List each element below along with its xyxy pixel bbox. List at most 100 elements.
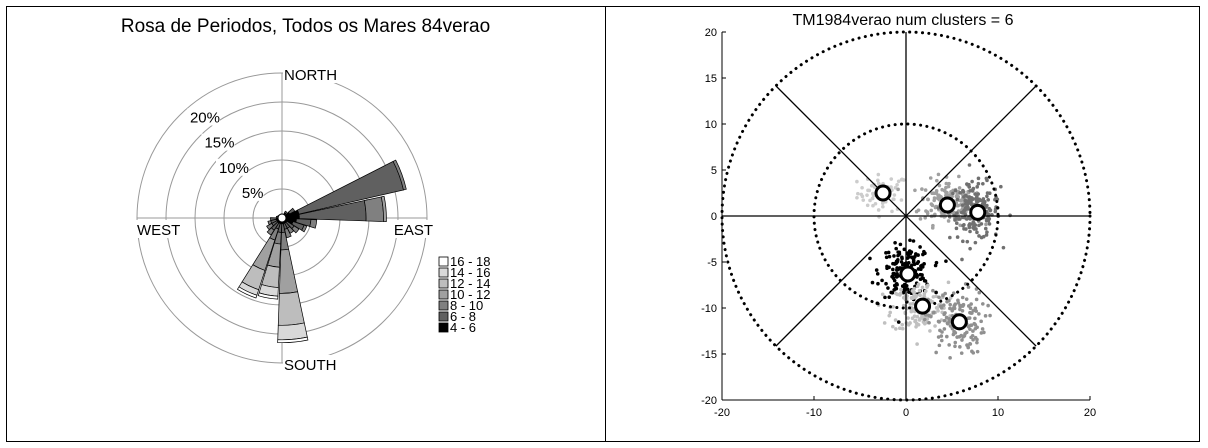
scatter-point	[937, 183, 942, 188]
legend-label: 6 - 8	[450, 309, 476, 324]
scatter-point	[922, 317, 927, 322]
scatter-point	[923, 188, 928, 192]
legend-label: 10 - 12	[450, 287, 490, 302]
scatter-point	[961, 209, 966, 214]
scatter-point	[971, 308, 976, 313]
north-label-bg	[283, 65, 345, 83]
scatter-point	[953, 218, 957, 222]
scatter-point	[880, 292, 885, 297]
scatter-point	[935, 196, 940, 201]
x-tick-label: 20	[1084, 407, 1096, 419]
west-label: WEST	[137, 222, 180, 239]
scatter-point	[901, 290, 906, 295]
scatter-point	[874, 268, 879, 272]
scatter-point	[889, 290, 893, 295]
scatter-point	[938, 328, 942, 333]
scatter-point	[891, 324, 895, 329]
scatter-point	[963, 331, 967, 336]
rose-wedge	[284, 227, 292, 239]
scatter-point	[896, 253, 900, 258]
scatter-point	[897, 250, 902, 255]
scatter-point	[981, 302, 985, 306]
scatter-point	[968, 310, 972, 315]
scatter-point	[897, 326, 902, 331]
scatter-point	[960, 257, 964, 262]
scatter-point	[899, 287, 903, 292]
scatter-point	[939, 338, 944, 343]
scatter-point	[946, 280, 951, 285]
scatter-point	[966, 316, 971, 321]
wind-rose-panel: Rosa de Periodos, Todos os Mares 84verao…	[6, 6, 605, 442]
cluster-centroid	[874, 184, 892, 202]
scatter-point	[883, 295, 887, 300]
scatter-point	[964, 297, 969, 301]
scatter-point	[961, 302, 966, 307]
scatter-point	[973, 306, 978, 311]
scatter-point	[975, 340, 979, 345]
legend-label: 8 - 10	[450, 298, 483, 313]
scatter-point	[875, 272, 880, 276]
scatter-point	[953, 340, 958, 345]
scatter-point	[865, 193, 869, 197]
scatter-point	[927, 313, 931, 318]
rose-tick-label: 20%	[190, 110, 220, 127]
cluster-centroid	[899, 265, 917, 283]
scatter-point	[882, 321, 887, 325]
rose-wedge	[277, 336, 309, 344]
scatter-point	[880, 278, 884, 283]
scatter-point	[972, 225, 976, 229]
scatter-point	[930, 226, 935, 230]
scatter-point	[915, 275, 919, 279]
rose-wedge	[284, 210, 288, 215]
scatter-point	[868, 198, 872, 203]
scatter-point	[986, 197, 991, 202]
scatter-point	[975, 230, 979, 235]
scatter-point	[911, 239, 916, 243]
scatter-point	[955, 235, 960, 239]
rose-wedge	[363, 196, 384, 222]
scatter-point	[920, 273, 924, 277]
cluster-scatter-chart: -20 -10 0 10 20 -20 -15 -10 -5 0 5 10 15 20	[701, 27, 1096, 419]
scatter-point	[920, 314, 924, 319]
scatter-point	[960, 338, 964, 342]
scatter-point	[899, 198, 904, 202]
scatter-point	[975, 337, 979, 342]
scatter-point	[987, 206, 992, 211]
y-tick-label: 5	[711, 165, 717, 177]
rose-tick-bg	[187, 108, 220, 126]
scatter-point	[965, 202, 970, 206]
scatter-point	[958, 345, 962, 349]
scatter-point	[942, 312, 946, 317]
scatter-point	[979, 235, 984, 240]
scatter-point	[886, 250, 891, 255]
rose-wedge	[236, 286, 258, 299]
wind-rose-title: Rosa de Periodos, Todos os Mares 84verao	[120, 16, 491, 37]
rose-wedge	[266, 227, 275, 236]
figure-frame	[6, 6, 1200, 442]
scatter-point	[942, 327, 947, 331]
scatter-point	[951, 332, 956, 337]
cluster-centroid	[969, 203, 987, 221]
east-label-bg	[393, 220, 441, 238]
scatter-point	[941, 293, 945, 298]
scatter-point	[953, 344, 957, 349]
scatter-point	[929, 208, 934, 213]
scatter-point	[911, 258, 916, 263]
scatter-point	[957, 335, 962, 339]
scatter-point	[888, 310, 892, 315]
scatter-point	[896, 258, 900, 262]
scatter-point	[939, 306, 944, 310]
scatter-point	[928, 176, 933, 180]
scatter-point	[958, 307, 962, 312]
scatter-point	[865, 203, 870, 208]
scatter-point	[913, 318, 918, 323]
scatter-point	[975, 195, 979, 199]
scatter-point	[986, 303, 990, 308]
x-tick-label: 10	[992, 407, 1004, 419]
rose-wedge	[309, 219, 318, 229]
scatter-point	[884, 255, 889, 260]
scatter-point	[961, 188, 965, 193]
scatter-point	[957, 174, 961, 179]
scatter-point	[855, 179, 859, 184]
scatter-point	[962, 195, 966, 199]
